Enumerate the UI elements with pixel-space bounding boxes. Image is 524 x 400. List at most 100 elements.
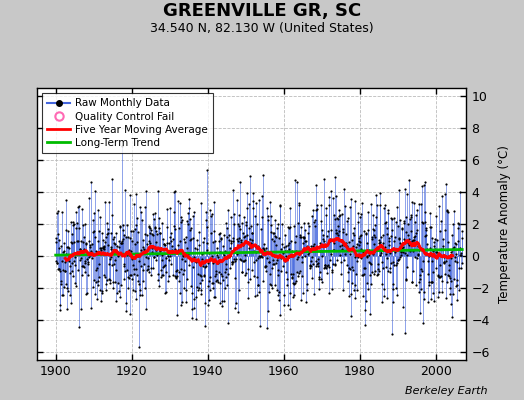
Point [253,292,261,299]
Point [320,238,328,244]
Point [169,236,178,242]
Point [316,240,324,246]
Point [124,274,133,281]
Point [235,235,244,241]
Point [112,298,120,304]
Point [374,270,382,277]
Point [392,262,400,268]
Point [364,286,372,292]
Point [204,302,213,308]
Point [265,258,273,265]
Point [225,265,234,272]
Point [215,238,223,244]
Point [96,214,105,220]
Point [446,291,454,297]
Point [245,236,254,242]
Point [329,261,337,267]
Point [100,244,108,251]
Point [101,199,110,206]
Point [321,262,330,268]
Point [380,293,388,299]
Point [259,246,268,253]
Point [106,244,115,250]
Point [353,258,361,264]
Point [140,230,149,237]
Point [369,226,377,232]
Point [452,282,460,289]
Point [239,230,247,236]
Point [323,262,332,268]
Point [338,242,346,248]
Point [309,243,318,249]
Point [233,236,241,242]
Point [222,266,231,272]
Point [289,292,298,298]
Point [179,270,187,277]
Point [285,246,293,252]
Point [402,228,410,235]
Point [314,286,323,292]
Point [181,239,190,246]
Point [332,230,341,236]
Text: GREENVILLE GR, SC: GREENVILLE GR, SC [163,2,361,20]
Point [354,210,362,216]
Point [122,300,130,306]
Point [292,278,300,284]
Point [396,217,404,224]
Point [91,234,99,240]
Point [279,263,287,270]
Point [409,237,418,243]
Point [68,240,76,246]
Point [207,255,215,262]
Point [102,287,110,294]
Point [99,237,107,244]
Point [357,210,366,217]
Point [245,245,254,252]
Point [121,268,129,274]
Point [410,234,418,240]
Point [237,268,246,275]
Point [310,291,318,298]
Point [176,200,184,206]
Point [362,298,370,304]
Point [129,262,137,268]
Point [184,196,193,202]
Point [288,275,297,281]
Point [346,266,355,272]
Point [97,246,105,253]
Point [366,260,374,266]
Point [325,257,334,264]
Point [318,279,326,285]
Point [265,259,273,266]
Point [278,249,287,256]
Point [434,294,443,300]
Point [348,279,356,286]
Point [383,231,391,237]
Point [170,223,178,229]
Point [431,252,439,259]
Point [201,217,210,223]
Point [336,212,344,219]
Point [280,292,289,298]
Point [391,284,400,291]
Point [172,275,180,282]
Point [67,239,75,246]
Point [266,222,275,228]
Point [127,276,136,282]
Point [247,240,255,247]
Point [136,287,144,293]
Point [220,232,228,238]
Point [206,230,215,236]
Point [393,260,401,266]
Point [290,223,299,229]
Point [306,262,314,268]
Point [378,280,386,287]
Point [224,271,233,278]
Point [450,244,458,250]
Point [195,272,204,278]
Point [350,225,358,232]
Point [395,187,403,194]
Point [455,265,463,271]
Point [168,247,177,253]
Point [75,224,84,231]
